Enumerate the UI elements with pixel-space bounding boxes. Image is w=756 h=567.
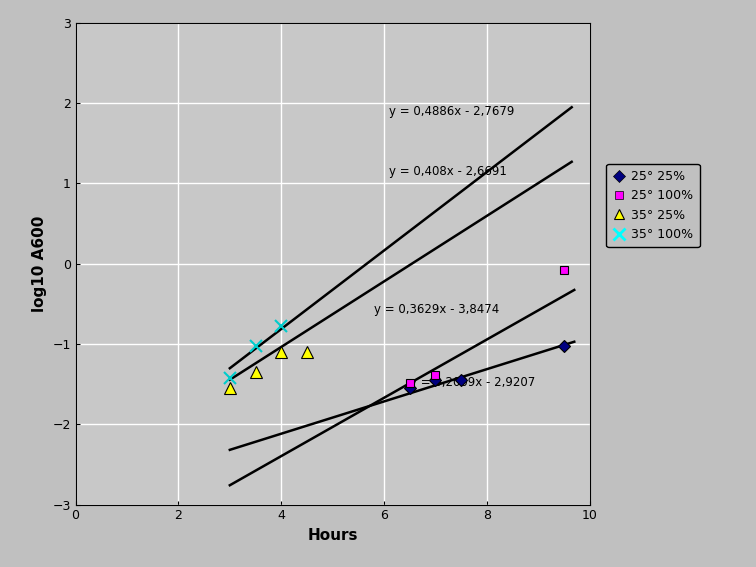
Legend: 25° 25%, 25° 100%, 35° 25%, 35° 100%: 25° 25%, 25° 100%, 35° 25%, 35° 100% [606,164,699,247]
25° 25% [431,376,440,383]
35° 25% [251,369,260,375]
35° 100% [251,342,260,349]
Text: y = 0,3629x - 3,8474: y = 0,3629x - 3,8474 [373,303,499,316]
Text: y = 0,2009x - 2,9207: y = 0,2009x - 2,9207 [410,376,535,389]
Text: y = 0,408x - 2,6691: y = 0,408x - 2,6691 [389,166,507,178]
Text: y = 0,4886x - 2,7679: y = 0,4886x - 2,7679 [389,105,515,118]
25° 100% [405,379,414,386]
Line: 35° 100%: 35° 100% [225,321,287,383]
25° 25% [405,385,414,392]
35° 25% [302,349,311,356]
25° 25% [457,376,466,383]
Line: 25° 100%: 25° 100% [405,266,569,387]
35° 25% [225,385,234,392]
25° 100% [559,266,569,273]
25° 100% [431,371,440,378]
35° 100% [225,374,234,381]
X-axis label: Hours: Hours [308,528,358,543]
Line: 35° 25%: 35° 25% [225,346,312,393]
35° 100% [277,323,286,330]
35° 25% [277,349,286,356]
Y-axis label: log10 A600: log10 A600 [32,215,47,312]
Line: 25° 25%: 25° 25% [405,341,569,392]
25° 25% [559,342,569,349]
